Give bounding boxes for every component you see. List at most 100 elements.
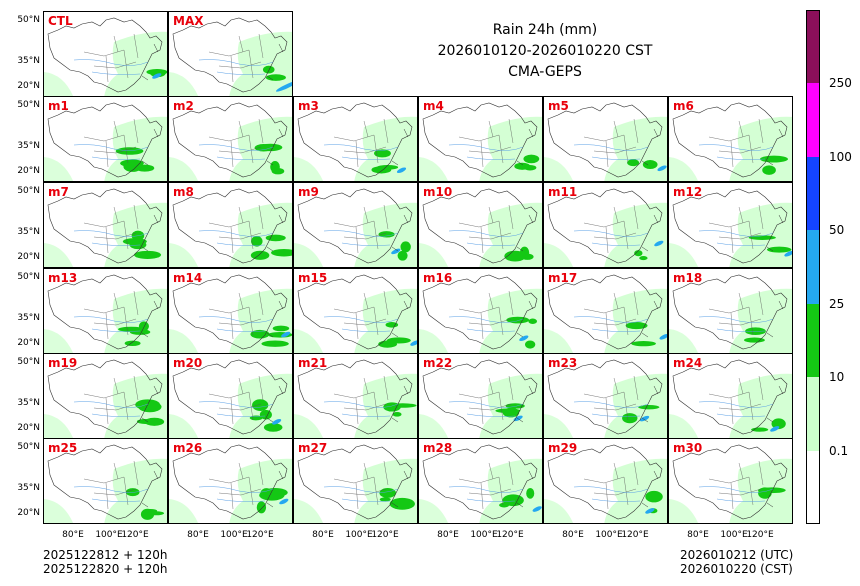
light-rain-area <box>104 31 167 96</box>
member-panel-ctl: CTL <box>43 11 168 97</box>
light-rain-area <box>604 458 667 523</box>
rain-map <box>44 274 167 353</box>
light-rain-area-west <box>419 329 449 353</box>
footer-left-line-2: 2025122820 + 120h <box>43 562 168 576</box>
country-border <box>172 102 288 178</box>
country-border <box>672 274 788 350</box>
panel-label: m26 <box>173 441 203 455</box>
lon-tick-label: 100°E <box>95 530 123 540</box>
moderate-rain-blob <box>263 423 283 432</box>
member-panel-m15: m15 <box>293 268 418 354</box>
rivers <box>448 401 524 417</box>
rivers <box>198 486 274 502</box>
moderate-rain-blob <box>642 159 658 170</box>
moderate-rain-blob <box>272 325 290 332</box>
rivers <box>573 230 649 246</box>
panel-label: m2 <box>173 99 194 113</box>
rivers <box>448 316 524 332</box>
lon-tick-label: 80°E <box>687 530 709 540</box>
province-borders <box>458 375 514 425</box>
country-border <box>547 274 663 350</box>
light-rain-area-west <box>169 157 199 181</box>
moderate-rain-blob <box>526 487 535 499</box>
moderate-rain-blob <box>261 340 289 347</box>
member-panel-m17: m17 <box>543 268 668 354</box>
moderate-rain-blob <box>379 497 391 502</box>
light-rain-area <box>729 288 792 353</box>
panel-label: m23 <box>548 356 578 370</box>
coastline <box>766 300 784 338</box>
rivers <box>73 59 149 75</box>
rain-map <box>669 102 792 181</box>
lat-tick-label: 50°N <box>17 100 40 110</box>
coastline <box>516 128 534 166</box>
lat-tick-label: 20°N <box>17 166 40 176</box>
rain-map <box>169 102 292 181</box>
moderate-rain-blob <box>523 164 537 171</box>
footer-right-line-2: 2026010220 (CST) <box>680 562 793 576</box>
rain-map <box>669 359 792 438</box>
country-border <box>422 188 538 264</box>
country-border <box>547 359 663 435</box>
rivers <box>323 401 399 417</box>
panel-label: m3 <box>298 99 319 113</box>
province-borders <box>83 460 139 510</box>
rain-map <box>544 274 667 353</box>
heavy-rain-streak <box>271 419 282 425</box>
light-rain-area-west <box>294 499 324 523</box>
light-rain-area-west <box>419 414 449 438</box>
member-panel-m14: m14 <box>168 268 293 354</box>
colorbar-tick-label: 10 <box>829 370 845 385</box>
province-borders <box>333 204 389 254</box>
moderate-rain-blob <box>378 340 398 348</box>
light-rain-area-west <box>44 414 74 438</box>
heavy-rain-streak <box>654 240 664 247</box>
province-borders <box>458 118 514 168</box>
coastline <box>391 300 409 338</box>
moderate-rain-blob <box>147 511 165 516</box>
country-border <box>172 444 288 520</box>
light-rain-area-west <box>544 499 574 523</box>
province-borders <box>708 204 764 254</box>
panel-label: m14 <box>173 271 203 285</box>
province-borders <box>708 118 764 168</box>
heavy-rain-streak <box>784 250 792 257</box>
moderate-rain-blob <box>250 329 270 339</box>
moderate-rain-blob <box>388 403 417 408</box>
panel-label: m13 <box>48 271 78 285</box>
light-rain-area-west <box>419 243 449 267</box>
rivers <box>573 401 649 417</box>
rain-map <box>44 102 167 181</box>
moderate-rain-blob <box>625 322 648 330</box>
light-rain-area-west <box>419 499 449 523</box>
member-panel-m4: m4 <box>418 96 543 182</box>
heavy-rain-streak <box>396 167 407 174</box>
province-borders <box>708 290 764 340</box>
lat-tick-label: 50°N <box>17 442 40 452</box>
panel-label: m8 <box>173 185 194 199</box>
footer-left-line-1: 2025122812 + 120h <box>43 548 168 562</box>
member-panel-m27: m27 <box>293 438 418 524</box>
coastline <box>266 300 284 338</box>
coastline <box>141 385 159 423</box>
rain-map <box>44 17 167 96</box>
rivers <box>323 486 399 502</box>
heavy-rain-streak <box>152 73 162 79</box>
panel-label: m12 <box>673 185 703 199</box>
coastline <box>266 385 284 423</box>
coastline <box>266 43 284 81</box>
coastline <box>516 214 534 252</box>
light-rain-area-west <box>169 414 199 438</box>
panel-label: CTL <box>48 14 73 28</box>
light-rain-area <box>604 116 667 181</box>
light-rain-area-west <box>544 243 574 267</box>
moderate-rain-blob <box>528 318 538 324</box>
province-borders <box>83 290 139 340</box>
province-borders <box>83 118 139 168</box>
moderate-rain-blob <box>771 418 786 430</box>
light-rain-area-west <box>44 329 74 353</box>
rivers <box>448 230 524 246</box>
light-rain-area <box>729 202 792 267</box>
member-panel-m22: m22 <box>418 353 543 439</box>
